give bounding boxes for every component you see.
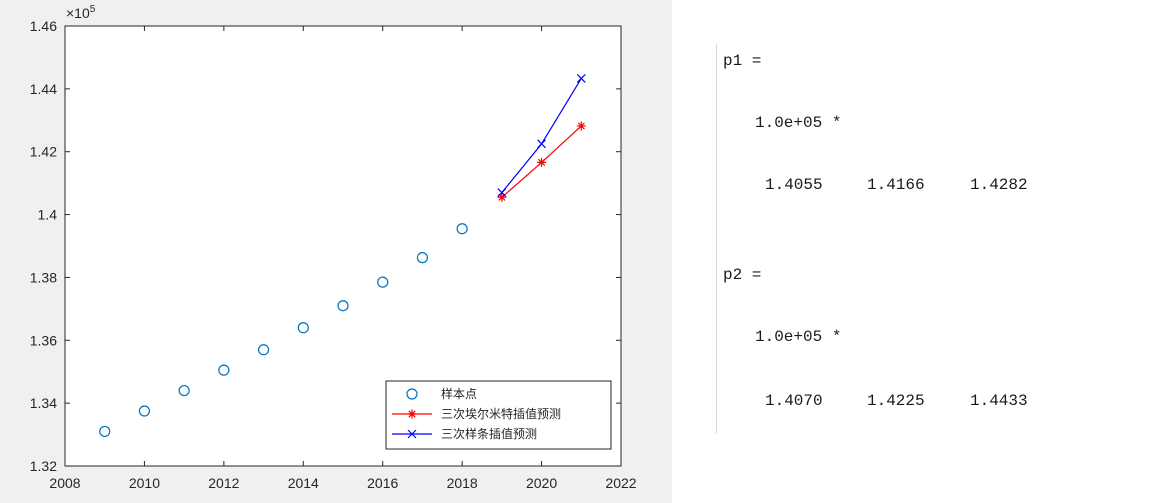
chart-svg: 2008 2010 2012 2014 2016 2018 2020 2022 1.321.3… (30, 4, 637, 491)
series-1 (99, 223, 468, 438)
legend-entry: 三次样条插值预测 (392, 426, 537, 441)
y-tick-label: 1.42 (30, 144, 57, 160)
y-tick-label: 1.4 (38, 207, 58, 223)
x-tick-label: 2022 (605, 475, 636, 491)
data-point (416, 252, 429, 264)
command-window-output: p1 = 1.0e+05 * 1.4055 1.4166 1.4282 p2 =… (716, 44, 1137, 434)
data-point (138, 405, 151, 417)
data-point (497, 188, 507, 197)
x-tick-label: 2014 (288, 475, 319, 491)
p1-value-3: 1.4282 (970, 176, 1028, 194)
data-point (257, 344, 270, 356)
p2-value-2: 1.4225 (867, 392, 925, 410)
y-tick-label: 1.46 (30, 18, 57, 34)
data-point (99, 425, 111, 438)
data-point (218, 364, 230, 376)
x-axis: 2008 2010 2012 2014 2016 2018 2020 2022 (49, 26, 637, 491)
y-axis: 1.32 1.34 1.36 1.38 1.4 1.42 1.44 1.46 (30, 18, 621, 474)
legend-box (385, 380, 612, 450)
p1-scale: 1.0e+05 * (755, 114, 842, 132)
data-point (377, 276, 389, 288)
data-point (537, 157, 547, 167)
series-3 (497, 74, 586, 197)
data-point (456, 223, 468, 235)
exponent-power: 5 (90, 4, 96, 15)
data-point (537, 139, 546, 149)
p1-value-2: 1.4166 (867, 176, 925, 194)
legend-label: 样本点 (441, 386, 477, 401)
legend-marker (407, 409, 417, 419)
data-point (576, 121, 586, 131)
data-point (497, 192, 507, 202)
p2-value-1: 1.4070 (765, 392, 823, 410)
y-tick-label: 1.32 (30, 458, 57, 474)
data-point (576, 74, 586, 83)
legend-entry: 三次埃尔米特插值预测 (392, 406, 561, 421)
legend-marker (406, 388, 418, 400)
x-tick-label: 2018 (447, 475, 478, 491)
p1-value-1: 1.4055 (765, 176, 823, 194)
x-tick-label: 2016 (367, 475, 398, 491)
legend-entry: 样本点 (406, 386, 477, 401)
legend-label: 三次埃尔米特插值预测 (441, 406, 561, 421)
y-tick-label: 1.38 (30, 269, 57, 285)
p2-label: p2 = (723, 266, 762, 284)
x-tick-label: 2020 (526, 475, 557, 491)
data-point (178, 384, 190, 397)
x-tick-label: 2010 (129, 475, 160, 491)
series-layer (99, 74, 586, 438)
p2-scale: 1.0e+05 * (755, 328, 842, 346)
exponent-label: ×105 (66, 4, 96, 21)
data-point (337, 300, 349, 312)
y-tick-label: 1.44 (30, 81, 57, 97)
p1-label: p1 = (723, 52, 762, 70)
data-point (297, 322, 309, 334)
figure-panel: 2008 2010 2012 2014 2016 2018 2020 2022 1.32 1.3… (0, 0, 672, 503)
y-tick-label: 1.36 (30, 332, 57, 348)
legend-marker (407, 429, 417, 439)
series-2 (497, 121, 586, 202)
x-tick-label: 2012 (208, 475, 239, 491)
x-tick-label: 2008 (49, 475, 80, 491)
p2-value-3: 1.4433 (970, 392, 1028, 410)
legend-label: 三次样条插值预测 (441, 426, 537, 441)
exponent-base: ×10 (66, 5, 90, 21)
y-tick-label: 1.34 (30, 395, 57, 411)
